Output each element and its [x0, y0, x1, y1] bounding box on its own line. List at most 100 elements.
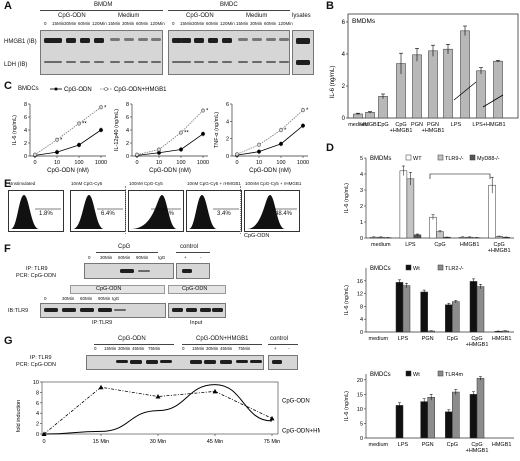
a-lysates: lysates: [292, 13, 311, 19]
g-plot-frame: [41, 381, 279, 435]
a-lane-bmdm: 120Min: [92, 21, 107, 26]
d-xtick-label: medium: [371, 242, 391, 248]
f-band-input: [200, 308, 211, 312]
panel-label-g: G: [4, 335, 13, 347]
e-box-title: Unstimulated: [9, 181, 36, 186]
e-box-title: 100nM CpG-Cy5 + rHMGB1: [245, 181, 302, 186]
e-separator: [125, 186, 126, 234]
a-lane-bmdm: 15Min: [52, 21, 65, 26]
a-lane-bmdc: 120Min: [278, 21, 293, 26]
f-ip-tlr9-label: IP:TLR9: [92, 320, 113, 326]
c-ytick-label: 0: [226, 154, 229, 160]
e-histogram: [247, 195, 297, 229]
g-band-control: [272, 360, 282, 364]
d-xtick-label: LPS: [398, 336, 409, 342]
a-band-lysate-ldh: [296, 60, 310, 65]
g-series-label-cpg: CpG-ODN: [282, 399, 310, 405]
g-ytick-label: 2: [36, 422, 39, 428]
b-xtick-part: PGN: [427, 122, 439, 128]
d-legend-swatch: [437, 264, 444, 271]
d-ytick-label: 10: [357, 407, 363, 413]
b-bar: [443, 48, 453, 119]
c-series-line: [34, 106, 102, 156]
b-lps-hmgb1-wedge: [482, 94, 504, 108]
b-ytick-label: 2: [342, 84, 346, 90]
g-gel: [86, 355, 264, 370]
a-band-ldh: [151, 61, 161, 63]
a-band-ldh: [172, 61, 182, 63]
f-lane-top: IgG: [158, 255, 166, 260]
f-band-bottom-igg: [114, 309, 126, 311]
d-xtick-part: medium: [371, 242, 391, 248]
d-xtick-part: CpG: [471, 336, 482, 342]
a-band-hmgb1: [138, 38, 148, 41]
b-xtick-label: medium: [348, 122, 368, 128]
a-band-ldh: [44, 61, 54, 63]
a-band-ldh: [181, 61, 191, 63]
c-xtick-label: 0: [235, 160, 238, 166]
e-xlabel: CpG-ODN: [244, 233, 270, 239]
e-box-title: 10nM CpG-Cy5 + rHMGB1: [187, 181, 241, 186]
b-ytick-label: 4: [342, 52, 346, 58]
c-xtick-label: 0: [135, 160, 138, 166]
d-bar: [429, 216, 437, 239]
d-xtick-part: medium: [369, 442, 389, 448]
a-bmdm-medium: Medium: [118, 13, 140, 19]
b-bar: [476, 70, 486, 119]
f-lane-top: 90Min: [136, 255, 149, 260]
d-ylabel: IL-6 (ng/mL): [344, 183, 350, 213]
c-ytick-label: 0: [24, 154, 27, 160]
a-band-ldh: [279, 61, 289, 63]
c-significance: **: [184, 131, 189, 137]
a-band-hmgb1: [172, 38, 182, 43]
c-series-line: [236, 109, 304, 155]
c-xlabel: CpG-ODN (nM): [249, 168, 291, 174]
d-bar: [420, 291, 428, 333]
b-xtick-part: PGN: [411, 122, 423, 128]
g-lane: 75Min: [238, 346, 251, 351]
g-xtick-label: 30 Min: [150, 439, 167, 445]
f-band-top: [120, 269, 134, 273]
g-lane: 45Min: [220, 346, 233, 351]
b-bar: [428, 50, 438, 119]
f-band-bottom: [80, 308, 94, 312]
d-xtick-label: LPS: [405, 242, 416, 248]
d-ytick-label: 16: [357, 279, 363, 285]
d-bar: [402, 285, 411, 333]
c-title: BMDCs: [18, 86, 39, 92]
g-ip-label: IP: TLR9: [30, 355, 52, 361]
d-ylabel: IL-6 (ng/mL): [344, 285, 350, 315]
b-bar: [493, 60, 503, 119]
f-lane-bottom: IgG: [112, 296, 120, 301]
d-ytick-label: 12: [357, 292, 363, 298]
c-xtick-label: 10: [256, 160, 262, 166]
c-legend-marker-2: [104, 87, 108, 91]
c-ytick-label: 4: [126, 128, 129, 134]
a-band-ldh: [66, 61, 76, 63]
a-lane-bmdc: 60Min: [206, 21, 219, 26]
c-series-line: [34, 129, 102, 156]
c-ytick-label: 0: [126, 154, 129, 160]
b-xtick-label: LPS: [451, 122, 462, 128]
c-xlabel: CpG-ODN (nM): [149, 168, 191, 174]
a-band-hmgb1: [52, 38, 62, 43]
f-control-rule: [176, 252, 210, 253]
f-lane-bottom: 0: [44, 296, 47, 301]
f-cpg-odn-right: CpG-ODN: [182, 286, 208, 292]
g-lane: 15Min: [104, 346, 117, 351]
a-band-hmgb1: [194, 38, 204, 43]
c-ytick-label: 6: [24, 115, 27, 121]
d-legend-swatch: [437, 154, 444, 161]
c-ylabel: IL-6 (ng/mL): [12, 115, 18, 145]
c-ytick-label: 2: [226, 137, 229, 143]
a-bmdm-header: BMDM: [94, 2, 113, 8]
panel-label-e: E: [4, 178, 12, 190]
d-legend-swatch: [405, 264, 412, 271]
e-histogram-peak: [131, 195, 177, 229]
c-significance: *: [284, 128, 287, 134]
d-legend-swatch: [437, 370, 444, 377]
b-bar: [460, 30, 470, 119]
b-xtick-label: LPS+HMGB1: [472, 122, 505, 128]
b-ytick-label: 6: [342, 20, 346, 26]
d-bar: [420, 401, 428, 439]
